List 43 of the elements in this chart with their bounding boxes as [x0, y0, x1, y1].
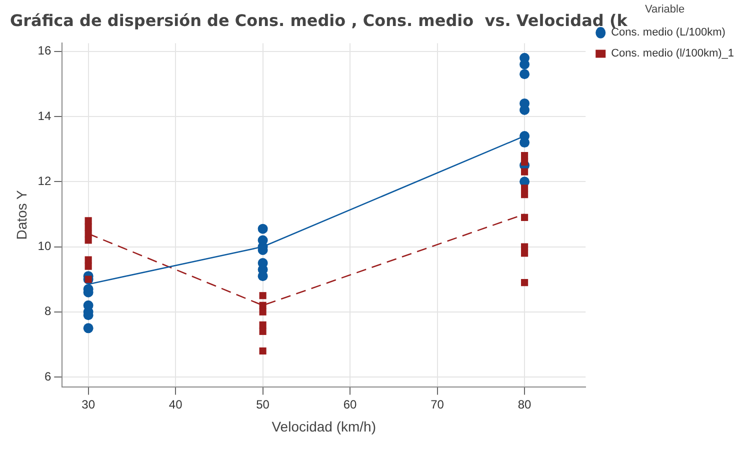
x-axis-title: Velocidad (km/h)	[272, 418, 376, 434]
y-tick-label: 12	[38, 174, 52, 188]
point	[84, 224, 92, 231]
y-tick-label: 14	[38, 108, 52, 123]
point	[83, 323, 94, 334]
y-axis-title: Datos Y	[13, 190, 30, 240]
point	[84, 236, 92, 244]
x-tick-label: 70	[430, 397, 444, 412]
point	[258, 224, 268, 234]
point	[521, 214, 528, 221]
legend-label: Cons. medio (l/100km)_1	[611, 48, 734, 60]
x-tick-label: 50	[256, 397, 270, 412]
y-tick-label: 6	[44, 369, 52, 384]
point	[521, 184, 528, 192]
point	[259, 328, 266, 335]
point	[521, 158, 528, 166]
point	[520, 69, 530, 80]
point	[259, 347, 266, 355]
point	[259, 308, 266, 316]
point	[259, 292, 266, 300]
point	[521, 191, 528, 198]
x-tick-label: 30	[82, 397, 96, 412]
point	[259, 321, 266, 328]
point	[258, 271, 268, 282]
point	[520, 138, 530, 148]
x-tick-label: 40	[168, 397, 183, 412]
x-tick-label: 80	[518, 397, 532, 412]
y-tick-label: 16	[38, 44, 52, 58]
point	[84, 262, 92, 270]
point	[83, 300, 94, 310]
point	[521, 168, 528, 176]
point	[521, 152, 528, 160]
point	[521, 243, 528, 250]
point	[84, 230, 92, 238]
point	[84, 217, 92, 224]
point	[84, 256, 92, 264]
point	[259, 302, 266, 309]
y-tick-label: 8	[44, 304, 52, 318]
point	[521, 279, 528, 286]
x-tick-label: 60	[343, 397, 358, 412]
y-tick-label: 10	[38, 239, 52, 254]
legend-title: Variable	[645, 4, 685, 16]
point	[521, 250, 528, 257]
